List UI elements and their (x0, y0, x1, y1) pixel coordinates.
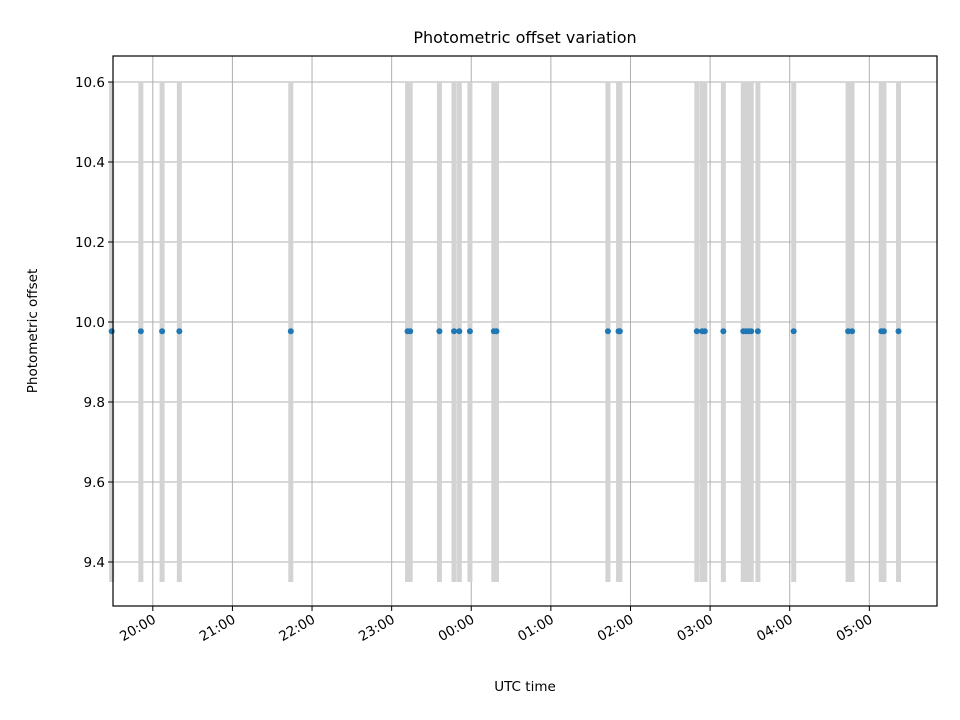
data-point (451, 328, 458, 335)
plot-area-frame (112, 55, 938, 607)
data-point (407, 328, 414, 335)
data-point (895, 328, 902, 335)
y-tick-label: 10.4 (75, 155, 105, 171)
y-tick-label: 10.6 (75, 75, 105, 91)
data-point (456, 328, 463, 335)
data-point (493, 328, 500, 335)
data-point (616, 328, 623, 335)
data-point (720, 328, 727, 335)
x-axis-label: UTC time (494, 679, 556, 695)
data-points (108, 328, 902, 335)
data-point (748, 328, 755, 335)
data-point (849, 328, 856, 335)
y-tick-label: 9.6 (84, 475, 105, 491)
data-point (287, 328, 294, 335)
y-tick-label: 9.8 (84, 395, 105, 411)
data-point (108, 328, 115, 335)
data-point (436, 328, 443, 335)
data-point (137, 328, 144, 335)
data-point (159, 328, 166, 335)
data-point (466, 328, 473, 335)
data-point (790, 328, 797, 335)
y-tick-label: 10.0 (75, 315, 105, 331)
y-tick-label: 10.2 (75, 235, 105, 251)
y-axis-ticks: 9.4 9.6 9.8 10.0 10.2 10.4 10.6 (75, 75, 113, 571)
chart-title: Photometric offset variation (413, 28, 636, 47)
data-point (176, 328, 183, 335)
y-axis-label: Photometric offset (25, 269, 41, 393)
data-point (880, 328, 887, 335)
data-point (701, 328, 708, 335)
data-point (754, 328, 761, 335)
data-point (693, 328, 700, 335)
gridlines (113, 56, 937, 606)
data-point (604, 328, 611, 335)
y-tick-label: 9.4 (84, 555, 105, 571)
